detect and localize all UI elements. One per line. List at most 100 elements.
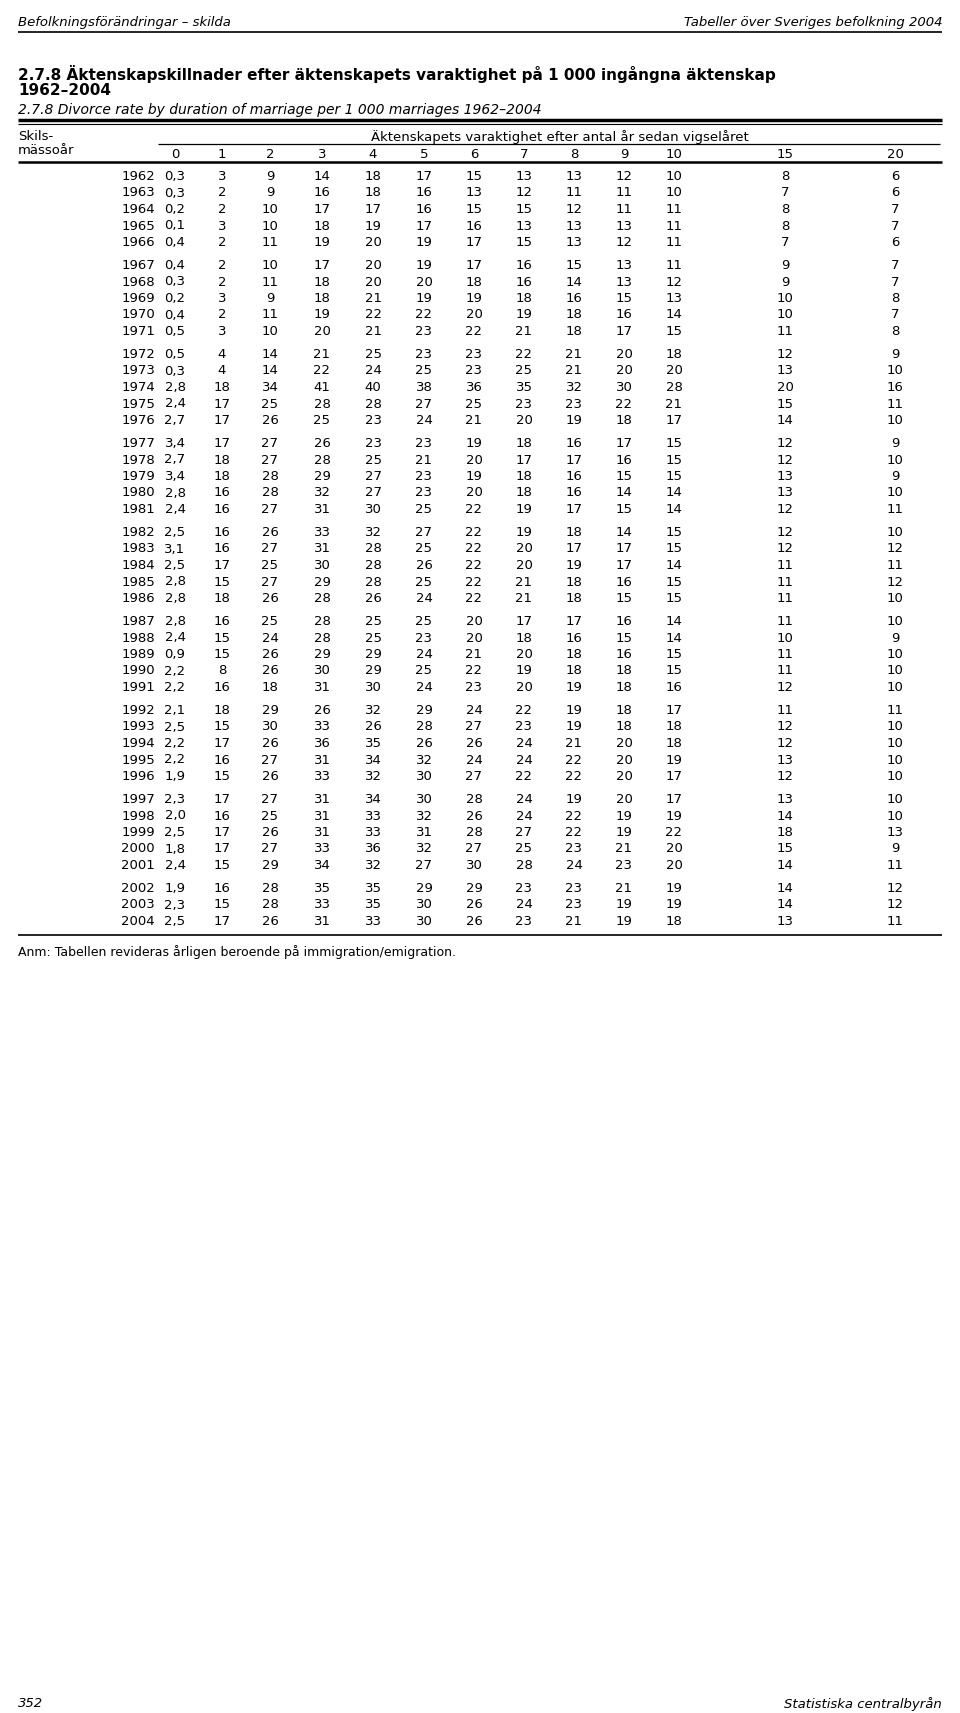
Text: 25: 25 — [516, 843, 533, 855]
Text: 2,4: 2,4 — [164, 632, 185, 644]
Text: 26: 26 — [416, 558, 432, 572]
Text: 13: 13 — [565, 170, 583, 183]
Text: 24: 24 — [466, 704, 483, 718]
Text: 26: 26 — [466, 737, 483, 750]
Text: 13: 13 — [615, 259, 633, 272]
Text: 36: 36 — [314, 737, 330, 750]
Text: 10: 10 — [665, 147, 683, 161]
Text: 15: 15 — [213, 576, 230, 589]
Text: 26: 26 — [261, 737, 278, 750]
Text: 3: 3 — [218, 170, 227, 183]
Text: 19: 19 — [314, 236, 330, 248]
Text: 2,8: 2,8 — [164, 576, 185, 589]
Text: 28: 28 — [261, 469, 278, 483]
Text: 2: 2 — [218, 259, 227, 272]
Text: 2,1: 2,1 — [164, 704, 185, 718]
Text: 15: 15 — [777, 397, 794, 411]
Text: 14: 14 — [777, 810, 793, 822]
Text: 25: 25 — [416, 576, 433, 589]
Text: 13: 13 — [565, 236, 583, 248]
Text: 15: 15 — [466, 204, 483, 216]
Text: 19: 19 — [365, 219, 381, 233]
Text: 7: 7 — [891, 219, 900, 233]
Text: 22: 22 — [516, 348, 533, 361]
Text: 20: 20 — [615, 793, 633, 807]
Text: 17: 17 — [213, 793, 230, 807]
Text: 11: 11 — [665, 219, 683, 233]
Text: 3: 3 — [218, 219, 227, 233]
Text: 26: 26 — [314, 437, 330, 451]
Text: 11: 11 — [886, 915, 903, 928]
Text: 16: 16 — [887, 380, 903, 394]
Text: 20: 20 — [466, 454, 483, 466]
Text: 20: 20 — [416, 276, 432, 288]
Text: 1975: 1975 — [121, 397, 155, 411]
Text: 20: 20 — [516, 648, 533, 661]
Text: 2,8: 2,8 — [164, 486, 185, 500]
Text: 2,4: 2,4 — [164, 397, 185, 411]
Text: 27: 27 — [466, 843, 483, 855]
Text: 26: 26 — [416, 737, 432, 750]
Text: 30: 30 — [314, 558, 330, 572]
Text: 33: 33 — [314, 771, 330, 783]
Text: 27: 27 — [466, 771, 483, 783]
Text: 17: 17 — [466, 259, 483, 272]
Text: 18: 18 — [565, 648, 583, 661]
Text: 15: 15 — [665, 469, 683, 483]
Text: 28: 28 — [365, 558, 381, 572]
Text: 18: 18 — [213, 454, 230, 466]
Text: 10: 10 — [887, 810, 903, 822]
Text: 35: 35 — [365, 899, 381, 911]
Text: 9: 9 — [780, 276, 789, 288]
Text: 33: 33 — [365, 826, 381, 839]
Text: 29: 29 — [365, 665, 381, 678]
Text: 28: 28 — [416, 721, 432, 733]
Text: 2001: 2001 — [121, 858, 155, 872]
Text: 23: 23 — [416, 348, 433, 361]
Text: 4: 4 — [369, 147, 377, 161]
Text: 13: 13 — [777, 469, 794, 483]
Text: 19: 19 — [516, 665, 533, 678]
Text: 1976: 1976 — [121, 415, 155, 427]
Text: 18: 18 — [213, 593, 230, 605]
Text: 11: 11 — [777, 558, 794, 572]
Text: 21: 21 — [615, 843, 633, 855]
Text: 33: 33 — [314, 721, 330, 733]
Text: 20: 20 — [466, 486, 483, 500]
Text: 26: 26 — [261, 665, 278, 678]
Text: 20: 20 — [665, 858, 683, 872]
Text: 23: 23 — [466, 682, 483, 694]
Text: 18: 18 — [314, 291, 330, 305]
Text: 18: 18 — [516, 291, 533, 305]
Text: 31: 31 — [314, 915, 330, 928]
Text: 18: 18 — [565, 325, 583, 337]
Text: 16: 16 — [416, 187, 432, 199]
Text: 22: 22 — [565, 826, 583, 839]
Text: 1991: 1991 — [121, 682, 155, 694]
Text: 29: 29 — [365, 648, 381, 661]
Text: 3,1: 3,1 — [164, 543, 185, 555]
Text: 24: 24 — [365, 365, 381, 377]
Text: 20: 20 — [365, 259, 381, 272]
Text: 20: 20 — [466, 308, 483, 322]
Text: 7: 7 — [891, 204, 900, 216]
Text: 22: 22 — [314, 365, 330, 377]
Text: 11: 11 — [777, 615, 794, 629]
Text: 32: 32 — [365, 858, 381, 872]
Text: 6: 6 — [891, 187, 900, 199]
Text: 16: 16 — [516, 276, 533, 288]
Text: 28: 28 — [261, 882, 278, 894]
Text: 10: 10 — [887, 454, 903, 466]
Text: 9: 9 — [266, 187, 275, 199]
Text: 41: 41 — [314, 380, 330, 394]
Text: 1974: 1974 — [121, 380, 155, 394]
Text: 21: 21 — [615, 882, 633, 894]
Text: 17: 17 — [314, 259, 330, 272]
Text: 27: 27 — [261, 437, 278, 451]
Text: 0: 0 — [171, 147, 180, 161]
Text: 24: 24 — [516, 793, 533, 807]
Text: 21: 21 — [466, 415, 483, 427]
Text: 9: 9 — [780, 259, 789, 272]
Text: Tabeller över Sveriges befolkning 2004: Tabeller över Sveriges befolkning 2004 — [684, 15, 942, 29]
Text: 14: 14 — [615, 526, 633, 540]
